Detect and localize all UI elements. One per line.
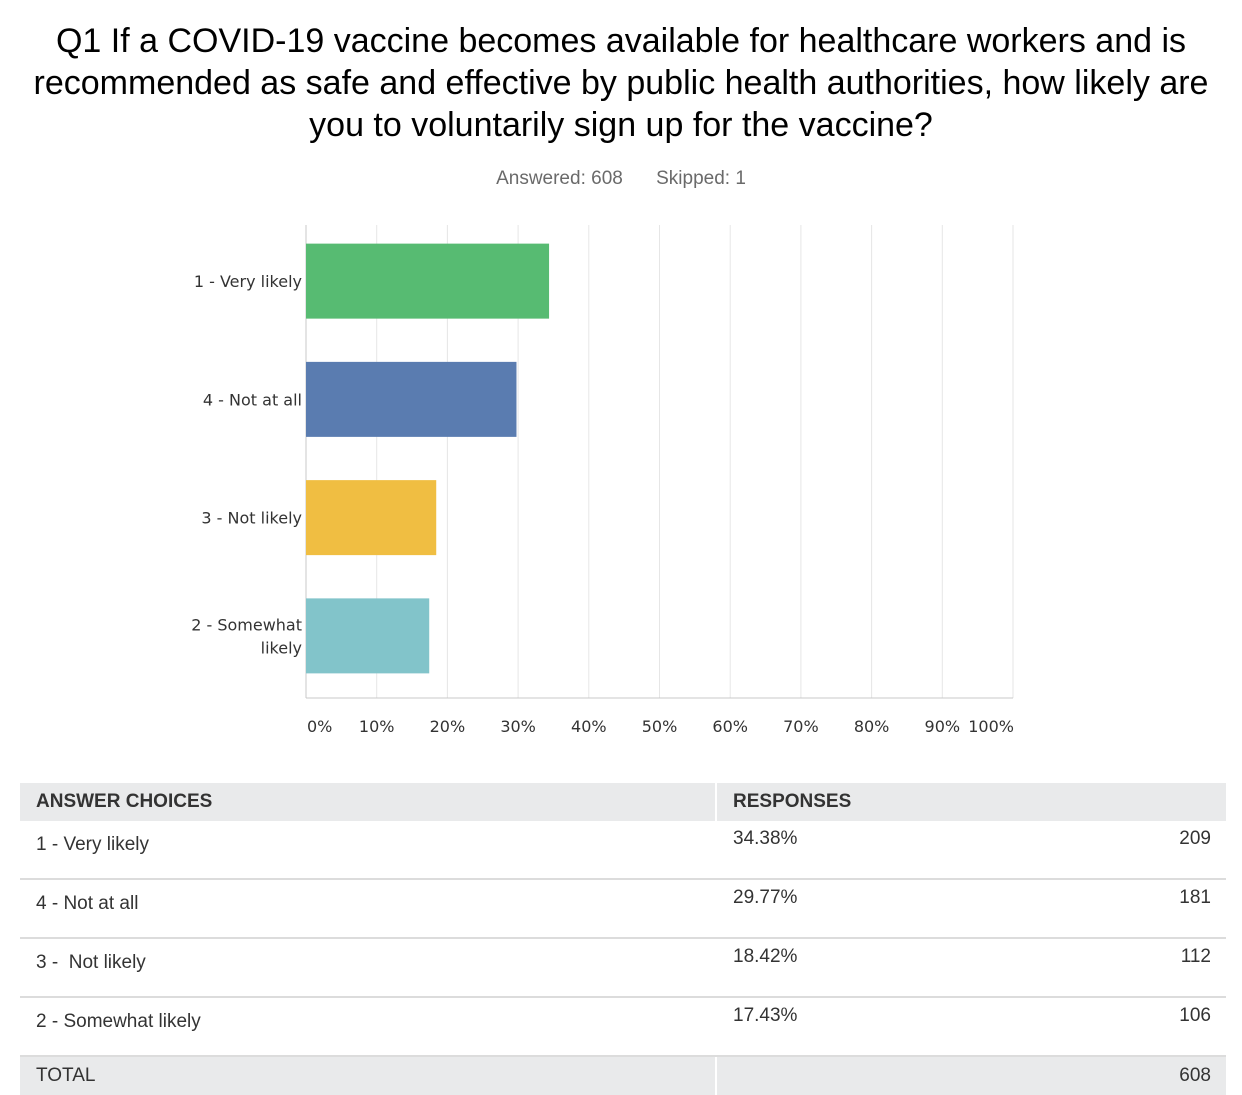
bar-chart: 1 - Very likely 4 - Not at all 3 - Not lik…	[191, 225, 1014, 736]
row-count: 181	[1040, 879, 1226, 939]
table-row: 1 - Very likely 34.38% 209	[20, 821, 1226, 880]
row-choice: 3 - Not likely	[20, 938, 717, 998]
row-percent: 17.43%	[716, 997, 1041, 1057]
bar	[306, 480, 437, 556]
answered-count: Answered: 608	[496, 168, 623, 189]
responses-header: RESPONSES	[716, 783, 1226, 821]
category-label: 1 - Very likely	[194, 272, 302, 291]
x-tick-label: 40%	[571, 717, 607, 736]
table-row: 2 - Somewhat likely 17.43% 106	[20, 997, 1226, 1057]
chart-tick-labels: 0% 10% 20% 30% 40% 50% 60% 70% 80% 90% 100%	[307, 717, 1014, 736]
bar	[306, 361, 517, 437]
chart-bars	[306, 243, 550, 674]
table-row: 4 - Not at all 29.77% 181	[20, 879, 1226, 939]
total-label: TOTAL	[20, 1056, 717, 1095]
x-tick-label: 0%	[307, 717, 332, 736]
category-label: likely	[261, 638, 302, 657]
row-count: 106	[1040, 997, 1226, 1057]
total-percent	[716, 1056, 1041, 1095]
row-percent: 34.38%	[716, 821, 1041, 880]
skipped-count: Skipped: 1	[656, 168, 746, 189]
row-count: 209	[1040, 821, 1226, 880]
row-percent: 29.77%	[716, 879, 1041, 939]
total-count: 608	[1040, 1056, 1226, 1095]
x-tick-label: 90%	[925, 717, 961, 736]
x-tick-label: 70%	[783, 717, 819, 736]
category-label: 3 - Not likely	[201, 509, 302, 528]
response-summary: Answered: 608 Skipped: 1	[0, 168, 1242, 190]
bar	[306, 598, 430, 674]
answer-choices-header: ANSWER CHOICES	[20, 783, 717, 821]
row-count: 112	[1040, 938, 1226, 998]
row-choice: 4 - Not at all	[20, 879, 717, 939]
x-tick-label: 100%	[968, 717, 1014, 736]
table-header-row: ANSWER CHOICES RESPONSES	[20, 783, 1226, 821]
row-choice: 1 - Very likely	[20, 821, 717, 880]
x-tick-label: 50%	[642, 717, 678, 736]
category-label: 4 - Not at all	[203, 390, 302, 409]
x-tick-label: 10%	[359, 717, 395, 736]
x-tick-label: 60%	[712, 717, 748, 736]
responses-table: ANSWER CHOICES RESPONSES 1 - Very likely…	[20, 783, 1226, 1095]
chart-category-labels: 1 - Very likely 4 - Not at all 3 - Not lik…	[191, 272, 302, 657]
row-percent: 18.42%	[716, 938, 1041, 998]
bar	[306, 243, 550, 319]
category-label: 2 - Somewhat	[191, 615, 302, 634]
table-row: 3 - Not likely 18.42% 112	[20, 938, 1226, 998]
x-tick-label: 30%	[500, 717, 536, 736]
x-tick-label: 80%	[854, 717, 890, 736]
page-title: Q1 If a COVID-19 vaccine becomes availab…	[33, 22, 1209, 144]
row-choice: 2 - Somewhat likely	[20, 997, 717, 1057]
table-total-row: TOTAL 608	[20, 1056, 1226, 1095]
x-tick-label: 20%	[430, 717, 466, 736]
